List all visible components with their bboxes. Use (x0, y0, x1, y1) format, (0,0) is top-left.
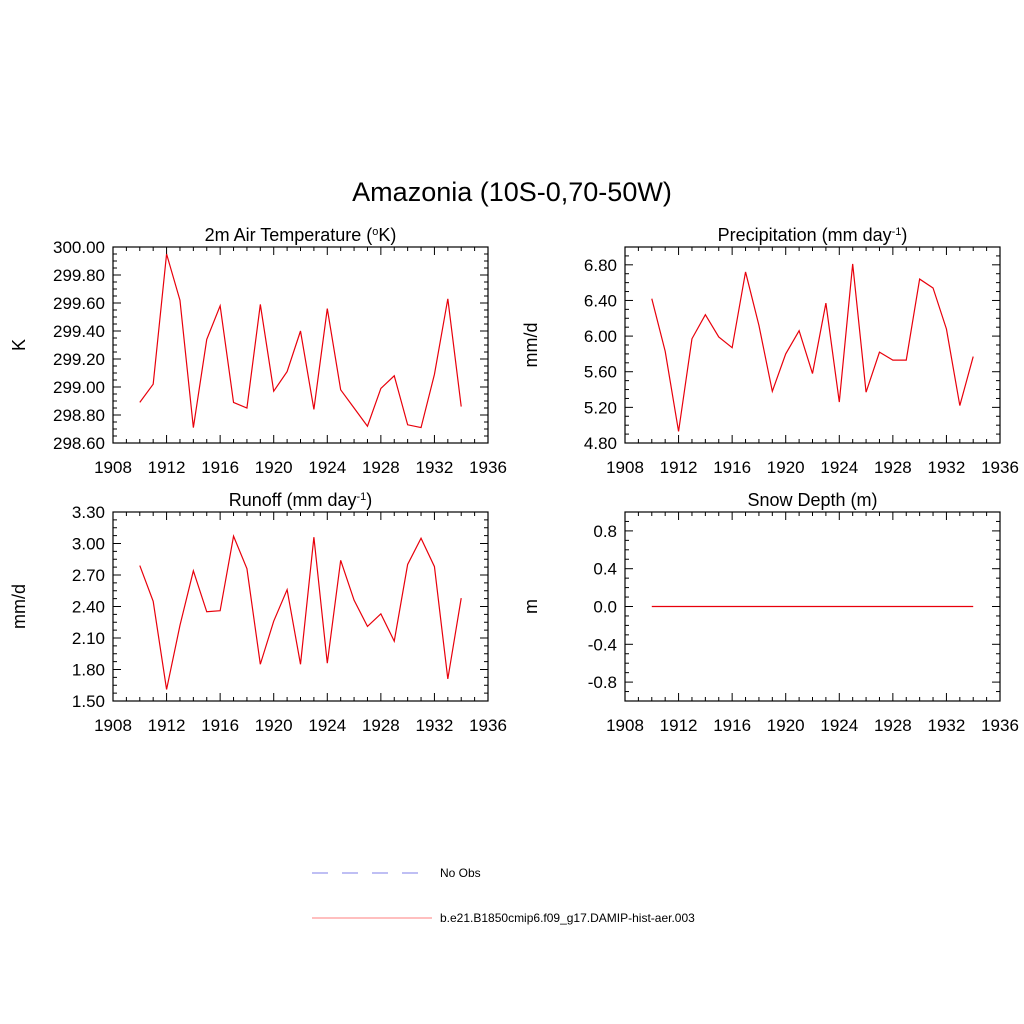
x-tick-label: 1932 (416, 458, 454, 477)
y-axis-label: mm/d (9, 584, 29, 629)
y-tick-label: 2.70 (72, 566, 105, 585)
x-tick-label: 1920 (767, 716, 805, 735)
y-axis-label: mm/d (521, 323, 541, 368)
x-tick-label: 1920 (255, 716, 293, 735)
panel-title-superscript: -1 (356, 491, 366, 503)
y-tick-label: 4.80 (584, 434, 617, 453)
y-tick-label: 0.4 (593, 560, 617, 579)
panel-title-end: K) (378, 225, 396, 245)
x-tick-label: 1912 (660, 458, 698, 477)
x-tick-label: 1916 (201, 458, 239, 477)
y-tick-label: 1.80 (72, 661, 105, 680)
y-tick-label: 298.80 (53, 406, 105, 425)
y-tick-label: 1.50 (72, 692, 105, 711)
y-axis-label: m (521, 599, 541, 614)
x-tick-label: 1936 (981, 716, 1019, 735)
panel-title-superscript: o (372, 226, 378, 238)
x-tick-label: 1924 (820, 716, 858, 735)
y-tick-label: 0.8 (593, 522, 617, 541)
y-tick-label: 299.60 (53, 294, 105, 313)
x-tick-label: 1924 (820, 458, 858, 477)
legend: No Obs b.e21.B1850cmip6.f09_g17.DAMIP-his… (312, 866, 695, 925)
x-tick-label: 1908 (606, 716, 644, 735)
series-line (139, 534, 462, 690)
panel-title: Runoff (mm day-1) (229, 490, 373, 510)
panel-title-main: Precipitation (mm day (718, 225, 892, 245)
figure-title: Amazonia (10S-0,70-50W) (352, 177, 672, 207)
y-tick-label: 3.30 (72, 503, 105, 522)
y-tick-label: 2.40 (72, 598, 105, 617)
x-tick-label: 1928 (874, 716, 912, 735)
y-tick-label: 3.00 (72, 535, 105, 554)
panel-title: Precipitation (mm day-1) (718, 225, 908, 245)
y-tick-label: 0.0 (593, 598, 617, 617)
x-tick-label: 1908 (94, 458, 132, 477)
x-tick-label: 1916 (713, 716, 751, 735)
x-tick-label: 1936 (469, 716, 507, 735)
plot-frame (112, 511, 489, 702)
x-tick-label: 1920 (767, 458, 805, 477)
y-tick-label: 6.80 (584, 256, 617, 275)
x-tick-label: 1908 (606, 458, 644, 477)
panel-3: Runoff (mm day-1) mm/d 1908 1912 1916 1920 192… (9, 490, 507, 735)
y-tick-label: 300.00 (53, 238, 105, 257)
panel-title-end: ) (366, 490, 372, 510)
series-line (651, 263, 974, 432)
y-tick-label: -0.4 (588, 635, 617, 654)
y-tick-label: -0.8 (588, 673, 617, 692)
x-tick-label: 1912 (148, 716, 186, 735)
y-axis-label: K (9, 339, 29, 351)
x-tick-label: 1916 (713, 458, 751, 477)
y-tick-label: 6.40 (584, 291, 617, 310)
panel-title-main: Runoff (mm day (229, 490, 357, 510)
panel-title: 2m Air Temperature (oK) (205, 225, 397, 245)
y-tick-label: 299.80 (53, 266, 105, 285)
x-tick-label: 1936 (981, 458, 1019, 477)
panel-2: Precipitation (mm day-1) mm/d 1908 1912 1916… (521, 225, 1019, 477)
y-tick-label: 299.00 (53, 378, 105, 397)
plot-frame (112, 246, 489, 444)
x-tick-label: 1932 (928, 716, 966, 735)
y-tick-label: 5.20 (584, 398, 617, 417)
x-tick-label: 1928 (874, 458, 912, 477)
x-tick-label: 1932 (928, 458, 966, 477)
x-tick-label: 1912 (148, 458, 186, 477)
y-tick-label: 6.00 (584, 327, 617, 346)
y-tick-label: 2.10 (72, 629, 105, 648)
panel-title-main: Snow Depth (m) (747, 490, 877, 510)
x-tick-label: 1924 (308, 716, 346, 735)
x-tick-label: 1932 (416, 716, 454, 735)
y-tick-label: 5.60 (584, 363, 617, 382)
y-tick-label: 298.60 (53, 434, 105, 453)
panel-4: Snow Depth (m) m 1908 1912 1916 1920 1924 1928 1… (521, 490, 1019, 735)
x-tick-label: 1936 (469, 458, 507, 477)
legend-label-1: No Obs (440, 866, 481, 880)
x-tick-label: 1916 (201, 716, 239, 735)
series-line (139, 253, 462, 429)
panel-title-superscript: -1 (892, 226, 902, 238)
y-tick-label: 299.40 (53, 322, 105, 341)
x-tick-label: 1920 (255, 458, 293, 477)
x-tick-label: 1912 (660, 716, 698, 735)
panel-title-end: ) (901, 225, 907, 245)
x-tick-label: 1928 (362, 716, 400, 735)
panel-title-main: 2m Air Temperature ( (205, 225, 373, 245)
x-tick-label: 1928 (362, 458, 400, 477)
y-tick-label: 299.20 (53, 350, 105, 369)
panel-title: Snow Depth (m) (747, 490, 877, 510)
panels-group: 2m Air Temperature (oK) K 1908 1912 1916 1920… (9, 225, 1019, 735)
x-tick-label: 1908 (94, 716, 132, 735)
panel-1: 2m Air Temperature (oK) K 1908 1912 1916 1920… (9, 225, 507, 477)
legend-label-2: b.e21.B1850cmip6.f09_g17.DAMIP-hist-aer.… (440, 911, 695, 925)
x-tick-label: 1924 (308, 458, 346, 477)
